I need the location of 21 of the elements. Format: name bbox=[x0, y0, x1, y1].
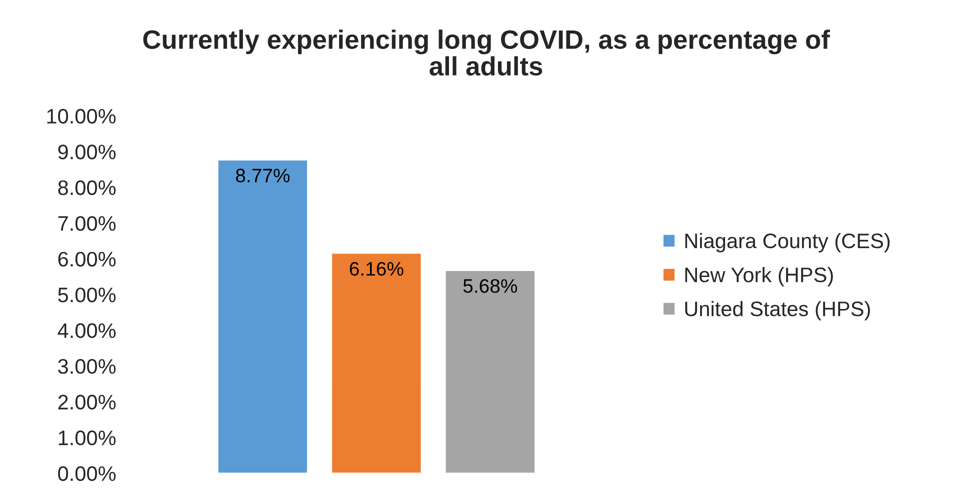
y-tick-label: 10.00% bbox=[47, 108, 116, 124]
y-tick-label: 8.00% bbox=[58, 180, 116, 196]
data-label: 8.77% bbox=[236, 168, 290, 182]
bar bbox=[444, 270, 536, 474]
legend-label: New York (HPS) bbox=[685, 266, 833, 286]
y-tick-label: 2.00% bbox=[58, 394, 116, 410]
y-tick-label: 0.00% bbox=[58, 466, 116, 482]
data-label: 6.16% bbox=[350, 262, 404, 276]
legend-label: United States (HPS) bbox=[685, 300, 870, 320]
data-label: 5.68% bbox=[463, 279, 518, 293]
y-tick-label: 1.00% bbox=[58, 430, 116, 446]
y-tick-label: 6.00% bbox=[58, 252, 116, 267]
bar bbox=[216, 159, 308, 474]
y-tick-label: 9.00% bbox=[58, 144, 116, 160]
y-tick-label: 4.00% bbox=[58, 323, 116, 338]
y-tick-label: 7.00% bbox=[58, 216, 116, 231]
chart-title: Currently experiencing long COVID, as a percentage of all adults bbox=[143, 30, 830, 76]
legend-label: Niagara County (CES) bbox=[685, 232, 890, 252]
y-tick-label: 5.00% bbox=[58, 288, 116, 302]
y-tick-label: 3.00% bbox=[58, 359, 116, 374]
bar bbox=[330, 252, 422, 474]
